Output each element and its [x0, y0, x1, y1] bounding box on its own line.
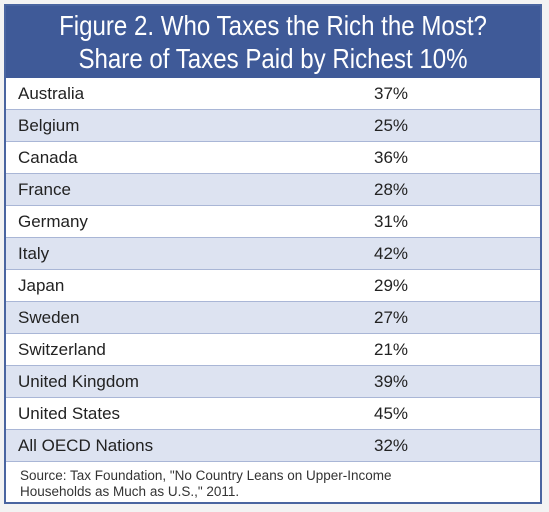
table-row: Italy 42% — [6, 238, 540, 270]
table-row: Sweden 27% — [6, 302, 540, 334]
share-cell: 39% — [373, 371, 409, 391]
country-cell: Switzerland — [18, 339, 106, 359]
country-cell: France — [18, 179, 71, 199]
share-cell: 42% — [373, 243, 409, 263]
figure-header: Figure 2. Who Taxes the Rich the Most? S… — [6, 6, 540, 78]
country-cell: United States — [18, 403, 121, 423]
source-line-2: Households as Much as U.S.," 2011. — [20, 484, 240, 499]
figure-panel: Figure 2. Who Taxes the Rich the Most? S… — [4, 4, 542, 504]
share-cell: 37% — [373, 83, 409, 103]
source-note: Source: Tax Foundation, "No Country Lean… — [6, 462, 540, 500]
figure-title-line-2: Share of Taxes Paid by Richest 10% — [78, 43, 468, 74]
table-row: United Kingdom 39% — [6, 366, 540, 398]
country-cell: Australia — [18, 83, 85, 103]
share-cell: 45% — [373, 403, 409, 423]
table-row: Belgium 25% — [6, 110, 540, 142]
table-row: Canada 36% — [6, 142, 540, 174]
share-cell: 25% — [373, 115, 409, 135]
share-cell: 21% — [373, 339, 409, 359]
table-row: Japan 29% — [6, 270, 540, 302]
source-line-1: Source: Tax Foundation, "No Country Lean… — [20, 468, 392, 483]
country-cell: Belgium — [18, 115, 80, 135]
table-row: All OECD Nations 32% — [6, 430, 540, 462]
tax-share-table: Australia 37% Belgium 25% Canada 36% Fra… — [6, 78, 540, 462]
share-cell: 32% — [373, 435, 409, 455]
country-cell: All OECD Nations — [18, 435, 154, 455]
share-cell: 28% — [373, 179, 409, 199]
country-cell: Sweden — [18, 307, 80, 327]
figure-title-line-1: Figure 2. Who Taxes the Rich the Most? — [59, 10, 487, 41]
country-cell: Germany — [18, 211, 88, 231]
table-row: United States 45% — [6, 398, 540, 430]
share-cell: 31% — [373, 211, 409, 231]
country-cell: United Kingdom — [18, 371, 139, 391]
share-cell: 36% — [373, 147, 409, 167]
table-row: Switzerland 21% — [6, 334, 540, 366]
share-cell: 27% — [373, 307, 409, 327]
country-cell: Italy — [18, 243, 50, 263]
table-row: Germany 31% — [6, 206, 540, 238]
country-cell: Japan — [18, 275, 65, 295]
share-cell: 29% — [373, 275, 409, 295]
table-row: Australia 37% — [6, 78, 540, 110]
table-row: France 28% — [6, 174, 540, 206]
country-cell: Canada — [18, 147, 78, 167]
